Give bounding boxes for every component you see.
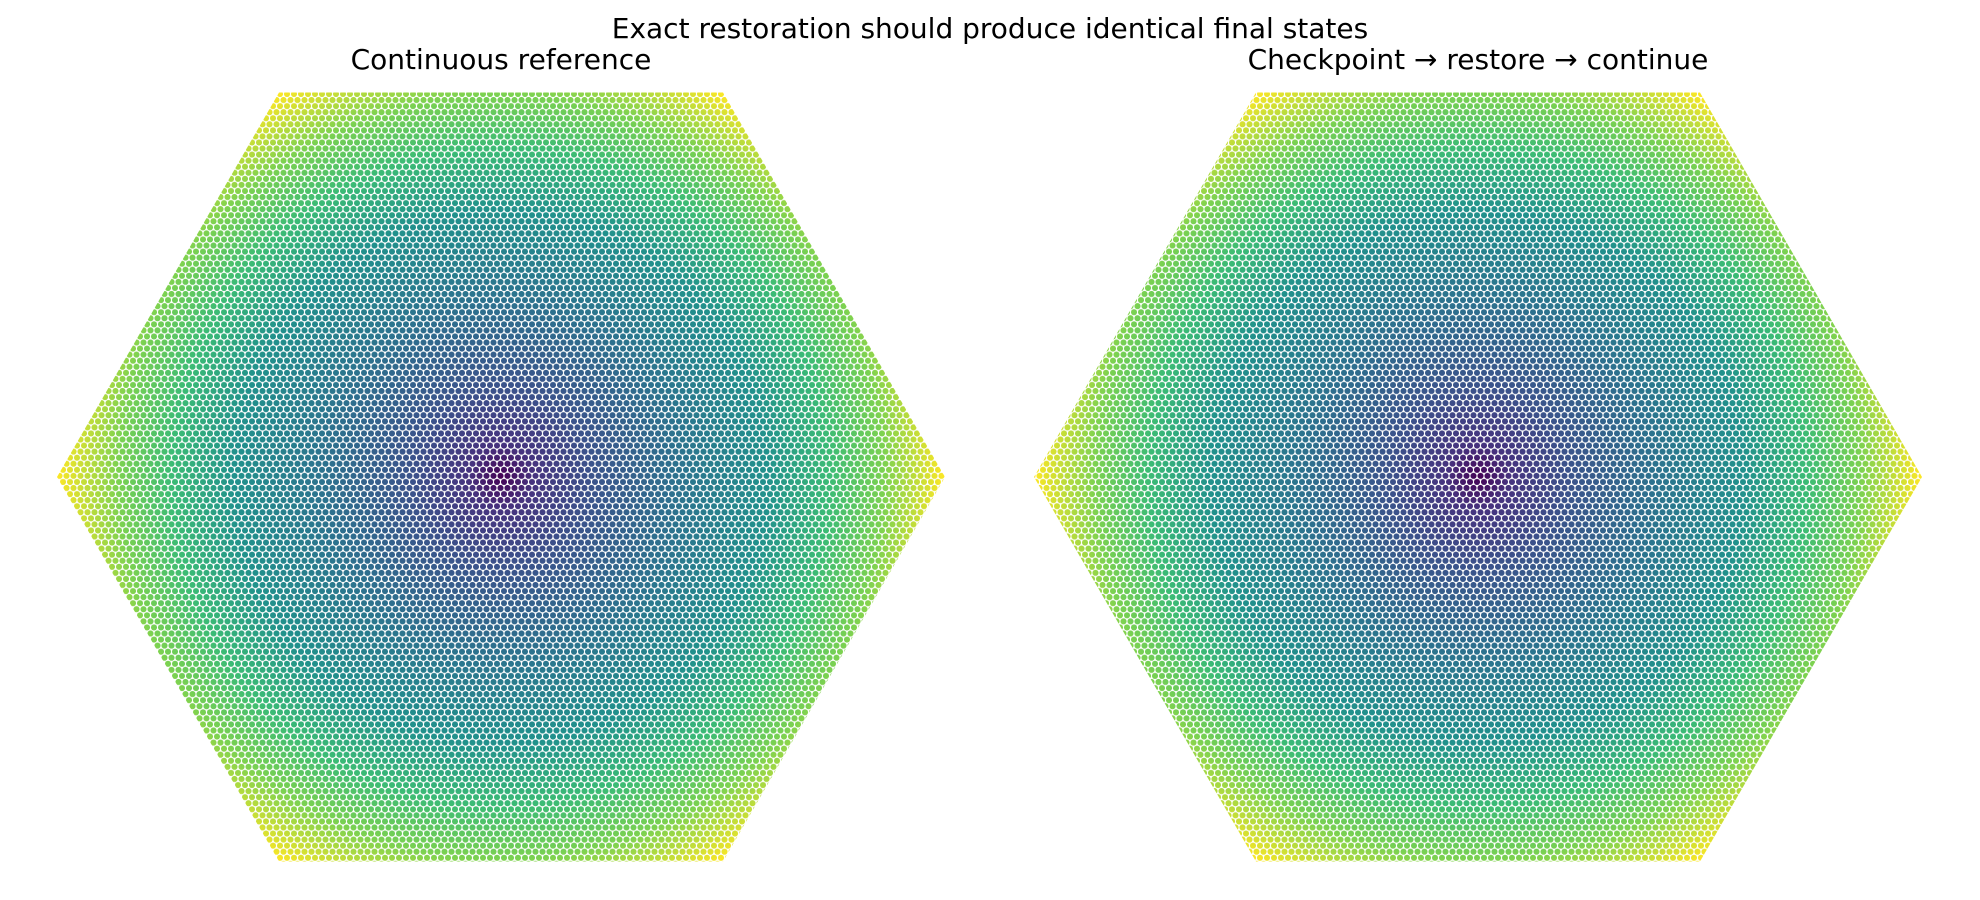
- hex-fields: [57, 92, 1922, 862]
- panel-title: Continuous reference: [351, 43, 652, 76]
- panel-title: Checkpoint → restore → continue: [1248, 43, 1709, 76]
- hex-field: [1034, 92, 1922, 862]
- hex-field: [57, 92, 945, 862]
- figure-title: Exact restoration should produce identic…: [612, 12, 1368, 45]
